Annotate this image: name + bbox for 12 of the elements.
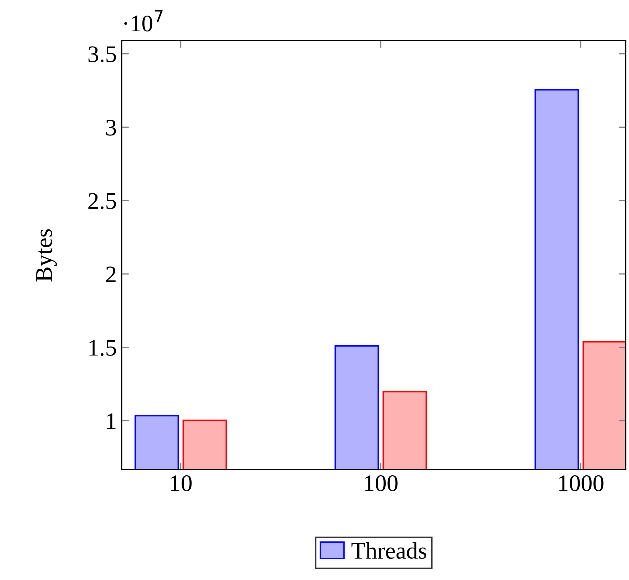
text: ·10$^{7}$ bbox=[124, 10, 163, 32]
y-axis-title: Bytes bbox=[36, 229, 58, 282]
x-tick-label: 10 bbox=[171, 476, 192, 492]
y-tick-label: 3 bbox=[106, 120, 116, 136]
x-tick-label: 1000 bbox=[559, 476, 604, 492]
y-tick-label: 1.5 bbox=[90, 340, 116, 356]
y-tick-label: 3.5 bbox=[88, 46, 116, 63]
y-tick-label: 1 bbox=[107, 414, 116, 430]
legend-label: Threads bbox=[352, 542, 427, 560]
x-tick-label: 100 bbox=[365, 476, 398, 492]
y-tick-label: 2.5 bbox=[88, 193, 116, 210]
y-tick-label: 2 bbox=[106, 266, 116, 282]
